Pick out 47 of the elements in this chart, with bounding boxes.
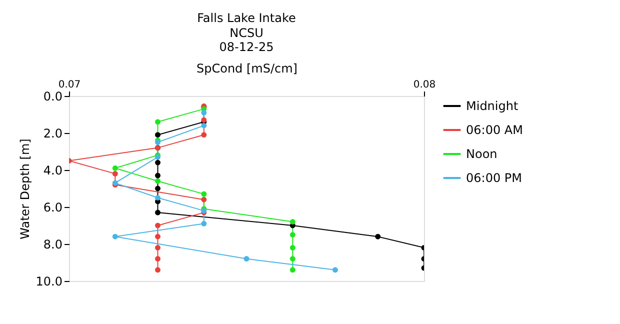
x-tick-label: 0.07 (58, 80, 81, 90)
point (112, 170, 118, 176)
point (155, 119, 160, 125)
point (155, 160, 160, 166)
point (155, 222, 160, 228)
y-tick-label: 6.0 (43, 200, 62, 214)
point (112, 234, 118, 240)
point (290, 244, 296, 250)
y-tick-label: 10.0 (36, 274, 62, 288)
point (244, 256, 250, 262)
point (201, 110, 207, 116)
point (155, 195, 160, 200)
point (112, 165, 118, 171)
x-axis-title: SpCond [mS/cm] (196, 62, 298, 76)
point (290, 267, 296, 273)
point (201, 132, 207, 138)
point (375, 234, 381, 240)
point (201, 122, 207, 128)
point (201, 196, 207, 202)
chart-title: Falls Lake Intake (197, 11, 296, 25)
y-axis-title: Water Depth [m] (18, 138, 32, 240)
point (201, 191, 207, 197)
text: 08-12-25 (219, 40, 274, 54)
point (155, 256, 160, 262)
y-tick-label: 4.0 (43, 164, 62, 178)
y-tick-label: 8.0 (43, 238, 62, 252)
point (155, 178, 160, 184)
legend-label: 06:00 AM (466, 123, 523, 137)
point (290, 232, 296, 238)
chart-subtitle: NCSU (230, 26, 264, 40)
point (332, 267, 338, 273)
legend-label: Noon (466, 147, 498, 161)
legend-label: 06:00 PM (466, 171, 522, 185)
point (290, 219, 296, 225)
point (201, 220, 207, 226)
legend-label: Midnight (466, 99, 518, 113)
point (155, 186, 160, 192)
y-tick-label: 2.0 (43, 126, 62, 140)
y-tick-label: 0.0 (43, 90, 62, 104)
point (155, 132, 160, 138)
point (290, 256, 296, 262)
point (155, 210, 160, 216)
point (155, 234, 160, 240)
point (155, 172, 160, 178)
point (155, 244, 160, 250)
x-tick-label: 0.08 (413, 80, 436, 90)
point (155, 267, 160, 273)
